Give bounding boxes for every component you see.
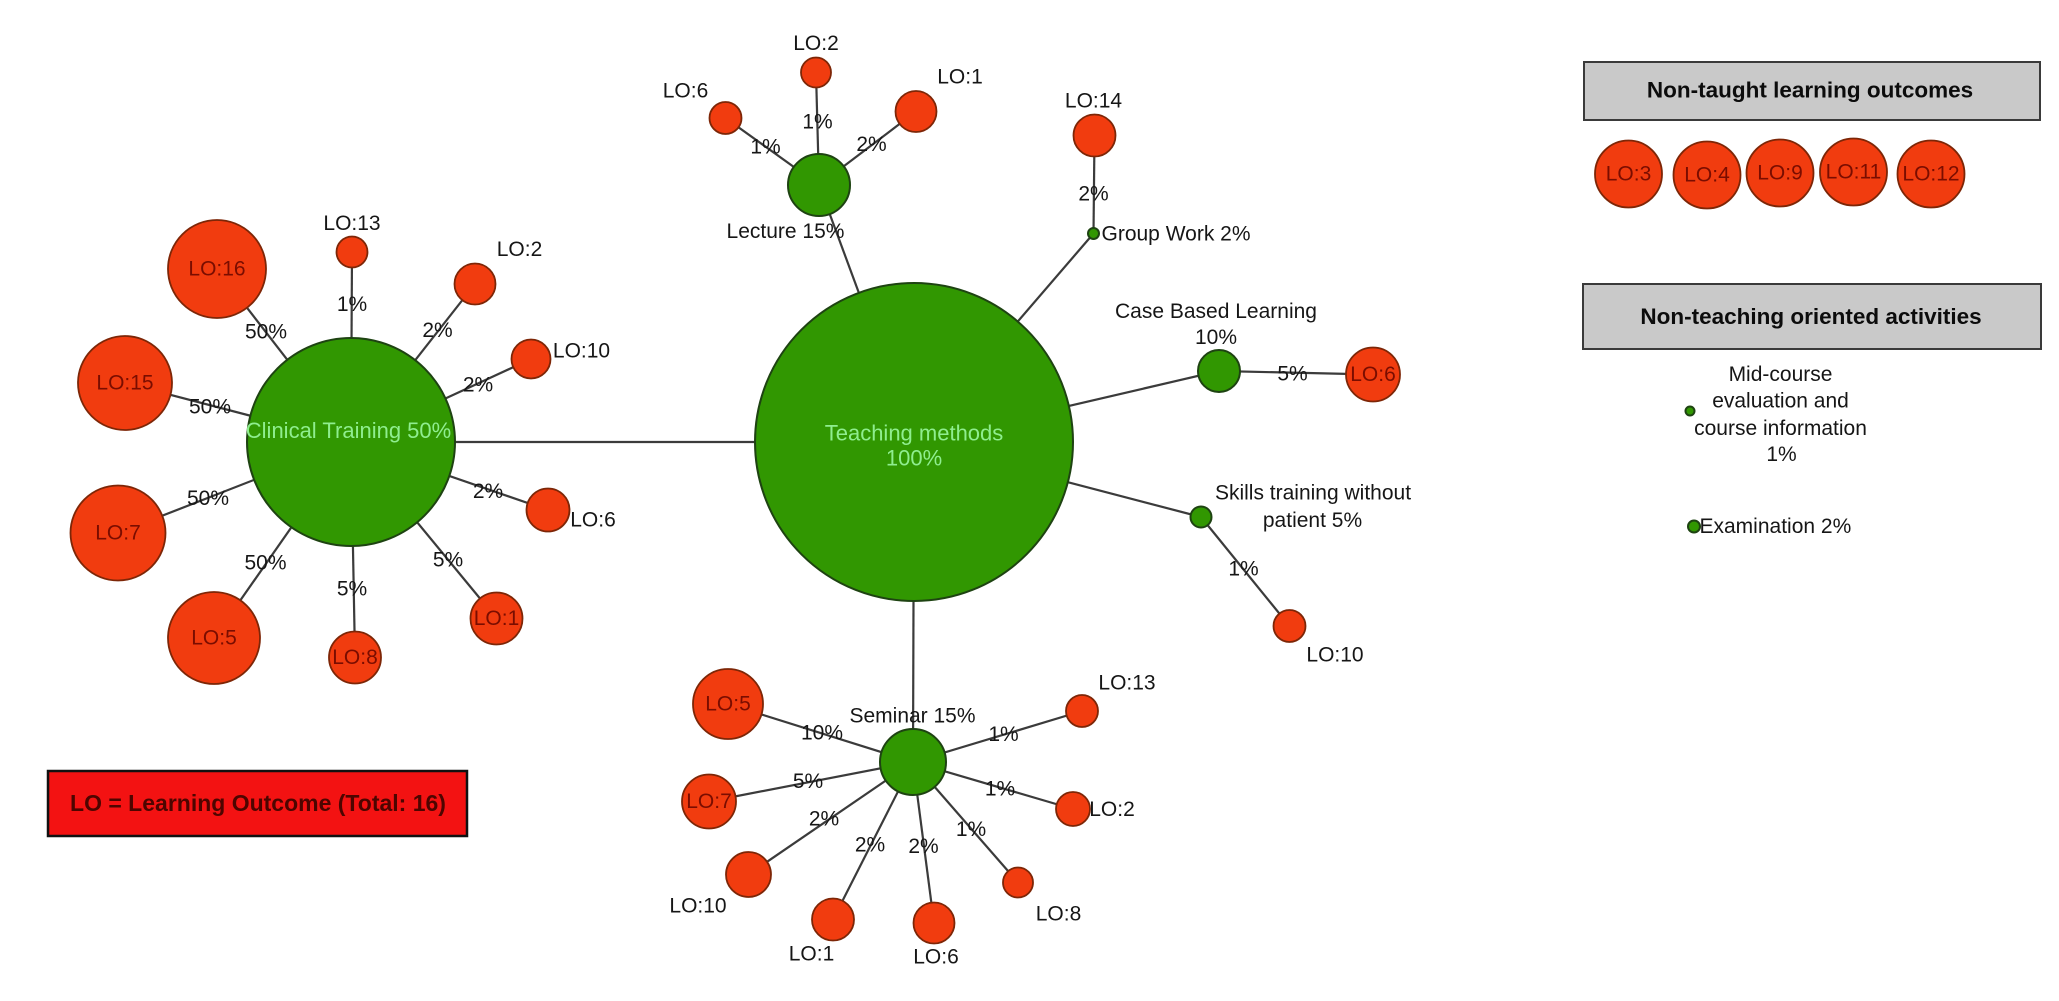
svg-text:10%: 10% [1195,326,1237,349]
svg-text:LO:8: LO:8 [1036,903,1082,926]
svg-text:5%: 5% [433,549,463,572]
svg-text:LO:2: LO:2 [793,32,839,55]
svg-text:LO:10: LO:10 [669,895,726,918]
svg-text:Non-teaching oriented activiti: Non-teaching oriented activities [1640,304,1981,329]
svg-text:2%: 2% [908,835,938,858]
svg-text:Non-taught learning outcomes: Non-taught learning outcomes [1647,78,1973,103]
svg-text:1%: 1% [1228,558,1258,581]
svg-text:LO:6: LO:6 [1350,363,1396,386]
svg-text:LO:15: LO:15 [96,372,153,395]
svg-text:1%: 1% [956,818,986,841]
svg-text:5%: 5% [1277,363,1307,386]
svg-text:1%: 1% [1766,443,1796,466]
svg-text:LO:7: LO:7 [686,790,732,813]
svg-text:evaluation and: evaluation and [1712,390,1849,413]
svg-text:LO:12: LO:12 [1902,163,1959,186]
svg-text:1%: 1% [985,778,1015,801]
svg-text:1%: 1% [988,723,1018,746]
svg-text:LO:1: LO:1 [789,943,835,966]
svg-text:LO:2: LO:2 [497,238,543,261]
svg-text:50%: 50% [245,321,287,344]
svg-text:patient 5%: patient 5% [1263,509,1362,532]
svg-text:Group Work 2%: Group Work 2% [1102,223,1251,246]
svg-text:LO:8: LO:8 [332,646,378,669]
svg-text:5%: 5% [793,770,823,793]
svg-text:course information: course information [1694,417,1867,440]
svg-text:2%: 2% [856,133,886,156]
svg-text:LO:3: LO:3 [1606,163,1652,186]
svg-text:Examination 2%: Examination 2% [1700,515,1852,538]
svg-text:Mid-course: Mid-course [1729,363,1833,386]
svg-text:LO:10: LO:10 [1306,644,1363,667]
svg-text:LO:13: LO:13 [1098,672,1155,695]
svg-text:50%: 50% [244,552,286,575]
svg-text:LO:1: LO:1 [474,607,520,630]
svg-text:2%: 2% [422,319,452,342]
svg-text:LO:7: LO:7 [95,522,141,545]
svg-text:LO:13: LO:13 [323,212,380,235]
svg-text:50%: 50% [187,487,229,510]
svg-text:LO:5: LO:5 [705,693,751,716]
svg-text:LO:10: LO:10 [553,340,610,363]
svg-text:2%: 2% [855,834,885,857]
svg-text:LO:4: LO:4 [1684,164,1730,187]
svg-text:100%: 100% [886,446,942,471]
svg-text:2%: 2% [463,374,493,397]
svg-text:LO:6: LO:6 [913,946,959,969]
svg-text:5%: 5% [337,578,367,601]
svg-text:2%: 2% [809,808,839,831]
svg-text:Case Based Learning: Case Based Learning [1115,300,1317,323]
svg-text:1%: 1% [337,293,367,316]
svg-text:LO:9: LO:9 [1757,162,1803,185]
svg-text:50%: 50% [189,396,231,419]
svg-text:Clinical Training 50%: Clinical Training 50% [246,418,451,443]
svg-text:2%: 2% [473,480,503,503]
svg-text:2%: 2% [1078,183,1108,206]
svg-text:Seminar 15%: Seminar 15% [849,705,975,728]
svg-text:Teaching methods: Teaching methods [825,421,1004,446]
svg-text:LO:14: LO:14 [1065,90,1123,113]
svg-text:1%: 1% [802,111,832,134]
svg-text:LO:2: LO:2 [1089,798,1135,821]
svg-text:10%: 10% [801,722,843,745]
svg-text:LO:16: LO:16 [188,258,245,281]
svg-text:LO = Learning Outcome (Total:: LO = Learning Outcome (Total: 16) [70,790,446,816]
svg-text:LO:5: LO:5 [191,627,237,650]
svg-text:LO:6: LO:6 [663,80,709,103]
svg-text:LO:6: LO:6 [570,509,616,532]
svg-text:LO:11: LO:11 [1826,161,1882,184]
svg-text:Skills training without: Skills training without [1215,482,1411,505]
svg-text:Lecture 15%: Lecture 15% [727,220,845,243]
svg-text:LO:1: LO:1 [937,66,983,89]
svg-text:1%: 1% [750,136,780,159]
